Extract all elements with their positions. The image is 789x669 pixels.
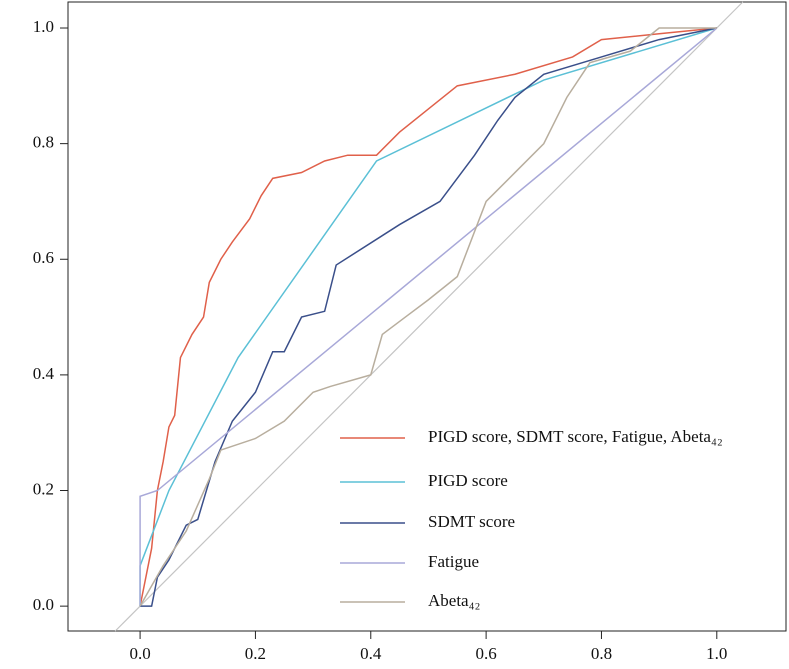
roc-curve bbox=[139, 27, 717, 607]
legend-label: PIGD score bbox=[428, 471, 508, 490]
x-tick-label: 0.6 bbox=[475, 644, 496, 663]
x-tick-label: 0.2 bbox=[245, 644, 266, 663]
x-tick-label: 0.0 bbox=[129, 644, 150, 663]
legend-label: Abeta₄₂ bbox=[428, 591, 480, 610]
legend-label: PIGD score, SDMT score, Fatigue, Abeta₄₂ bbox=[428, 427, 723, 446]
x-tick-label: 0.8 bbox=[591, 644, 612, 663]
roc-curve bbox=[139, 27, 717, 607]
roc-curve bbox=[139, 27, 718, 607]
roc-curve bbox=[140, 27, 717, 607]
x-tick-label: 1.0 bbox=[706, 644, 727, 663]
y-tick-label: 0.4 bbox=[33, 364, 55, 383]
y-tick-label: 0.0 bbox=[33, 595, 54, 614]
y-tick-label: 0.8 bbox=[33, 133, 54, 152]
legend-label: SDMT score bbox=[428, 512, 515, 531]
legend-label: Fatigue bbox=[428, 552, 479, 571]
y-tick-label: 0.6 bbox=[33, 248, 54, 267]
y-tick-label: 0.2 bbox=[33, 479, 54, 498]
y-tick-label: 1.0 bbox=[33, 17, 54, 36]
plot-frame bbox=[67, 1, 787, 632]
x-tick-label: 0.4 bbox=[360, 644, 382, 663]
reference-diagonal bbox=[114, 1, 744, 632]
